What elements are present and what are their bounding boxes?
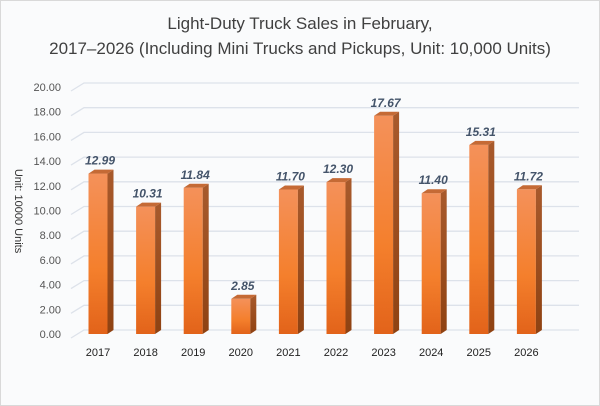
gridline [70,279,579,290]
bar-side [250,294,257,334]
bar-2022: 12.30 2022 [323,162,353,359]
bar-front [231,298,251,334]
y-tick-label: 16.00 [33,131,61,143]
y-tick-label: 8.00 [40,230,61,242]
data-label: 11.84 [181,168,210,182]
bar-2025: 15.31 2025 [466,125,496,359]
bar-front [421,193,441,334]
y-tick-label: 20.00 [33,82,61,94]
bar-cap [421,189,447,194]
data-label: 12.99 [85,154,115,168]
x-tick-label: 2026 [514,347,538,359]
gridline [70,304,579,314]
bar-cap [136,202,162,207]
data-label: 10.31 [133,187,163,201]
bar-front [136,206,156,334]
y-tick-label: 4.00 [40,280,61,292]
bar-cap [374,111,400,116]
y-tick-label: 12.00 [33,181,61,193]
chart-title-line1: Light-Duty Truck Sales in February, [167,14,433,33]
data-label: 11.40 [419,173,448,187]
bar-side [488,140,495,334]
bar-side [440,189,447,334]
gridline [70,131,579,141]
bar-side [345,178,352,334]
bar-2023: 17.67 2023 [371,96,402,359]
y-tick-label: 18.00 [33,107,61,119]
gridline [70,82,579,92]
gridline [70,107,579,117]
bar-side [535,185,542,334]
x-tick-label: 2019 [181,347,205,359]
bar-side [297,185,304,334]
data-label: 17.67 [371,96,402,110]
data-label: 11.70 [276,170,305,184]
bar-front [88,173,108,334]
bar-cap [516,185,542,190]
bar-front [374,115,394,334]
gridline [70,255,579,265]
gridline [70,230,579,240]
bar-side [202,183,209,334]
y-tick-label: 2.00 [40,304,61,316]
y-tick-label: 14.00 [33,156,61,168]
x-tick-label: 2017 [86,347,110,359]
bar-front [516,189,536,334]
chart-title-line2: 2017–2026 (Including Mini Trucks and Pic… [49,39,551,58]
x-tick-label: 2018 [133,347,157,359]
bar-cap [278,185,304,190]
bar-cap [88,169,114,174]
bar-2024: 11.40 2024 [419,173,448,359]
gridline [70,329,579,339]
bar-2021: 11.70 2021 [276,170,305,359]
chart-title: Light-Duty Truck Sales in February, 2017… [1,11,599,61]
y-axis-label: Unit: 10000 Units [12,169,24,254]
data-label: 15.31 [466,125,496,139]
bar-cap [183,183,209,188]
bar-front [278,189,298,334]
x-tick-label: 2022 [324,347,348,359]
x-tick-label: 2021 [276,347,300,359]
bar-2017: 12.99 2017 [85,154,115,359]
bar-cap [326,178,352,183]
bar-front [469,144,489,334]
x-tick-label: 2023 [371,347,395,359]
bar-front [183,187,203,334]
bar-front [326,182,346,334]
bar-2020: 2.85 2020 [229,279,257,359]
bar-side [107,169,114,334]
bar-2019: 11.84 2019 [181,168,210,359]
y-tick-label: 0.00 [40,329,61,341]
gridline [70,205,579,216]
bar-cap [231,294,257,299]
bar-2026: 11.72 2026 [514,169,543,359]
bar-cap [469,140,495,145]
gridline [70,156,579,166]
data-label: 2.85 [230,279,255,293]
bar-2018: 10.31 2018 [133,187,163,359]
gridline [70,181,579,191]
data-label: 12.30 [323,162,353,176]
bar-side [155,202,162,334]
x-tick-label: 2020 [229,347,253,359]
data-label: 11.72 [514,169,543,183]
y-tick-label: 6.00 [40,255,61,267]
bar-side [393,111,400,334]
x-tick-label: 2025 [467,347,491,359]
x-tick-label: 2024 [419,347,443,359]
y-tick-label: 10.00 [33,206,61,218]
